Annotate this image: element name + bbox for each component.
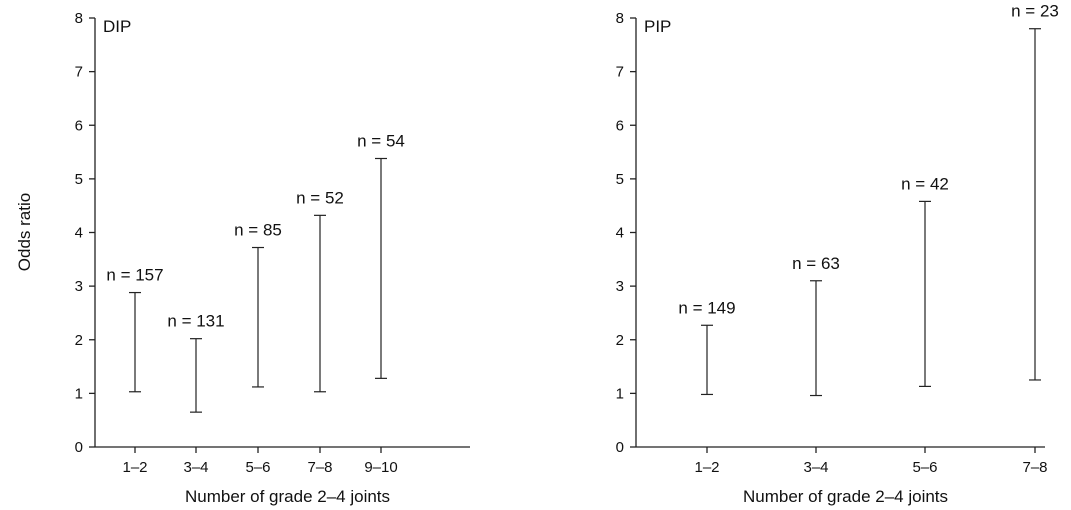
y-tick-label: 7 xyxy=(616,64,624,81)
y-tick-label: 6 xyxy=(616,117,624,134)
y-tick-label: 3 xyxy=(75,278,83,295)
y-tick-label: 0 xyxy=(75,439,83,456)
x-axis-title: Number of grade 2–4 joints xyxy=(743,487,948,506)
y-tick-label: 6 xyxy=(75,117,83,134)
y-tick-label: 5 xyxy=(616,171,624,188)
sample-size-label: n = 63 xyxy=(792,254,840,273)
y-tick-label: 2 xyxy=(616,332,624,349)
y-tick-label: 3 xyxy=(616,278,624,295)
x-axis-title: Number of grade 2–4 joints xyxy=(185,487,390,506)
y-tick-label: 7 xyxy=(75,64,83,81)
panel-dip: 0 1 2 3 4 5 6 7 8 DIP 1–2 n = 157 3–4 n = 131 5–6 n = 8… xyxy=(75,10,470,506)
panel-label: DIP xyxy=(103,17,131,36)
x-tick-label: 3–4 xyxy=(803,459,828,476)
x-tick-label: 7–8 xyxy=(1022,459,1047,476)
sample-size-label: n = 42 xyxy=(901,174,949,193)
x-tick-label: 3–4 xyxy=(183,459,208,476)
sample-size-label: n = 85 xyxy=(234,221,282,240)
x-tick-label: 5–6 xyxy=(912,459,937,476)
y-tick-label: 2 xyxy=(75,332,83,349)
y-axis-title: Odds ratio xyxy=(15,193,34,271)
panel-label: PIP xyxy=(644,17,671,36)
y-tick-label: 0 xyxy=(616,439,624,456)
x-tick-label: 1–2 xyxy=(694,459,719,476)
sample-size-label: n = 54 xyxy=(357,131,405,150)
sample-size-label: n = 52 xyxy=(296,188,344,207)
x-tick-label: 5–6 xyxy=(245,459,270,476)
y-tick-label: 5 xyxy=(75,171,83,188)
y-tick-label: 1 xyxy=(75,385,83,402)
sample-size-label: n = 149 xyxy=(678,298,735,317)
y-tick-label: 1 xyxy=(616,385,624,402)
y-tick-label: 8 xyxy=(75,10,83,27)
y-tick-label: 8 xyxy=(616,10,624,27)
y-tick-label: 4 xyxy=(75,225,83,242)
sample-size-label: n = 131 xyxy=(167,312,224,331)
panel-pip: 0 1 2 3 4 5 6 7 8 PIP 1–2 n = 149 3–4 n = 63 5–6 n = 42… xyxy=(616,2,1059,506)
sample-size-label: n = 23 xyxy=(1011,2,1059,21)
x-tick-label: 9–10 xyxy=(364,459,397,476)
sample-size-label: n = 157 xyxy=(106,266,163,285)
x-tick-label: 7–8 xyxy=(307,459,332,476)
x-tick-label: 1–2 xyxy=(122,459,147,476)
y-tick-label: 4 xyxy=(616,225,624,242)
